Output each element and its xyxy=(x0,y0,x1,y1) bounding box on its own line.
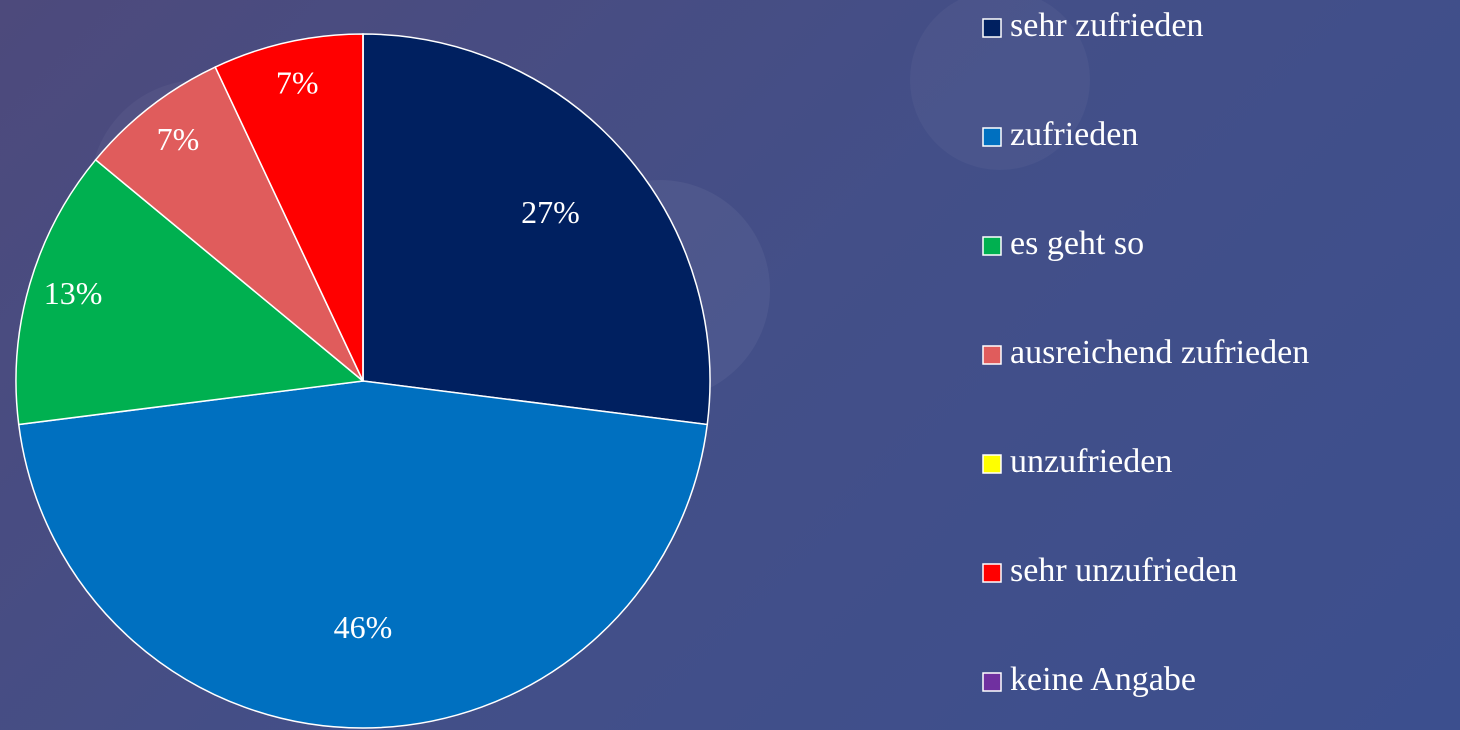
pie-slice xyxy=(17,380,709,729)
legend-swatch xyxy=(982,563,1002,583)
legend-swatch xyxy=(982,672,1002,692)
legend-label: zufrieden xyxy=(1010,116,1138,153)
legend-swatch xyxy=(982,18,1002,38)
legend-label: unzufrieden xyxy=(1010,443,1172,480)
pie-slice xyxy=(15,158,365,426)
legend-label: es geht so xyxy=(1010,225,1144,262)
slice-label: 27% xyxy=(521,194,580,230)
slice-label: 46% xyxy=(334,609,393,645)
legend-swatch xyxy=(982,345,1002,365)
legend-swatch xyxy=(982,127,1002,147)
background-bubble xyxy=(910,0,1090,170)
legend-swatch xyxy=(982,454,1002,474)
legend-label: sehr zufrieden xyxy=(1010,7,1204,44)
legend-label: keine Angabe xyxy=(1010,661,1196,698)
slice-label: 7% xyxy=(157,121,200,157)
legend-swatch xyxy=(982,236,1002,256)
slice-label: 7% xyxy=(276,65,319,101)
pie-slice xyxy=(362,33,711,426)
pie-slice xyxy=(94,66,364,382)
slice-label: 13% xyxy=(44,275,103,311)
pie-slice xyxy=(214,33,364,382)
legend-label: sehr unzufrieden xyxy=(1010,552,1238,589)
legend-label: ausreichend zufrieden xyxy=(1010,334,1309,371)
